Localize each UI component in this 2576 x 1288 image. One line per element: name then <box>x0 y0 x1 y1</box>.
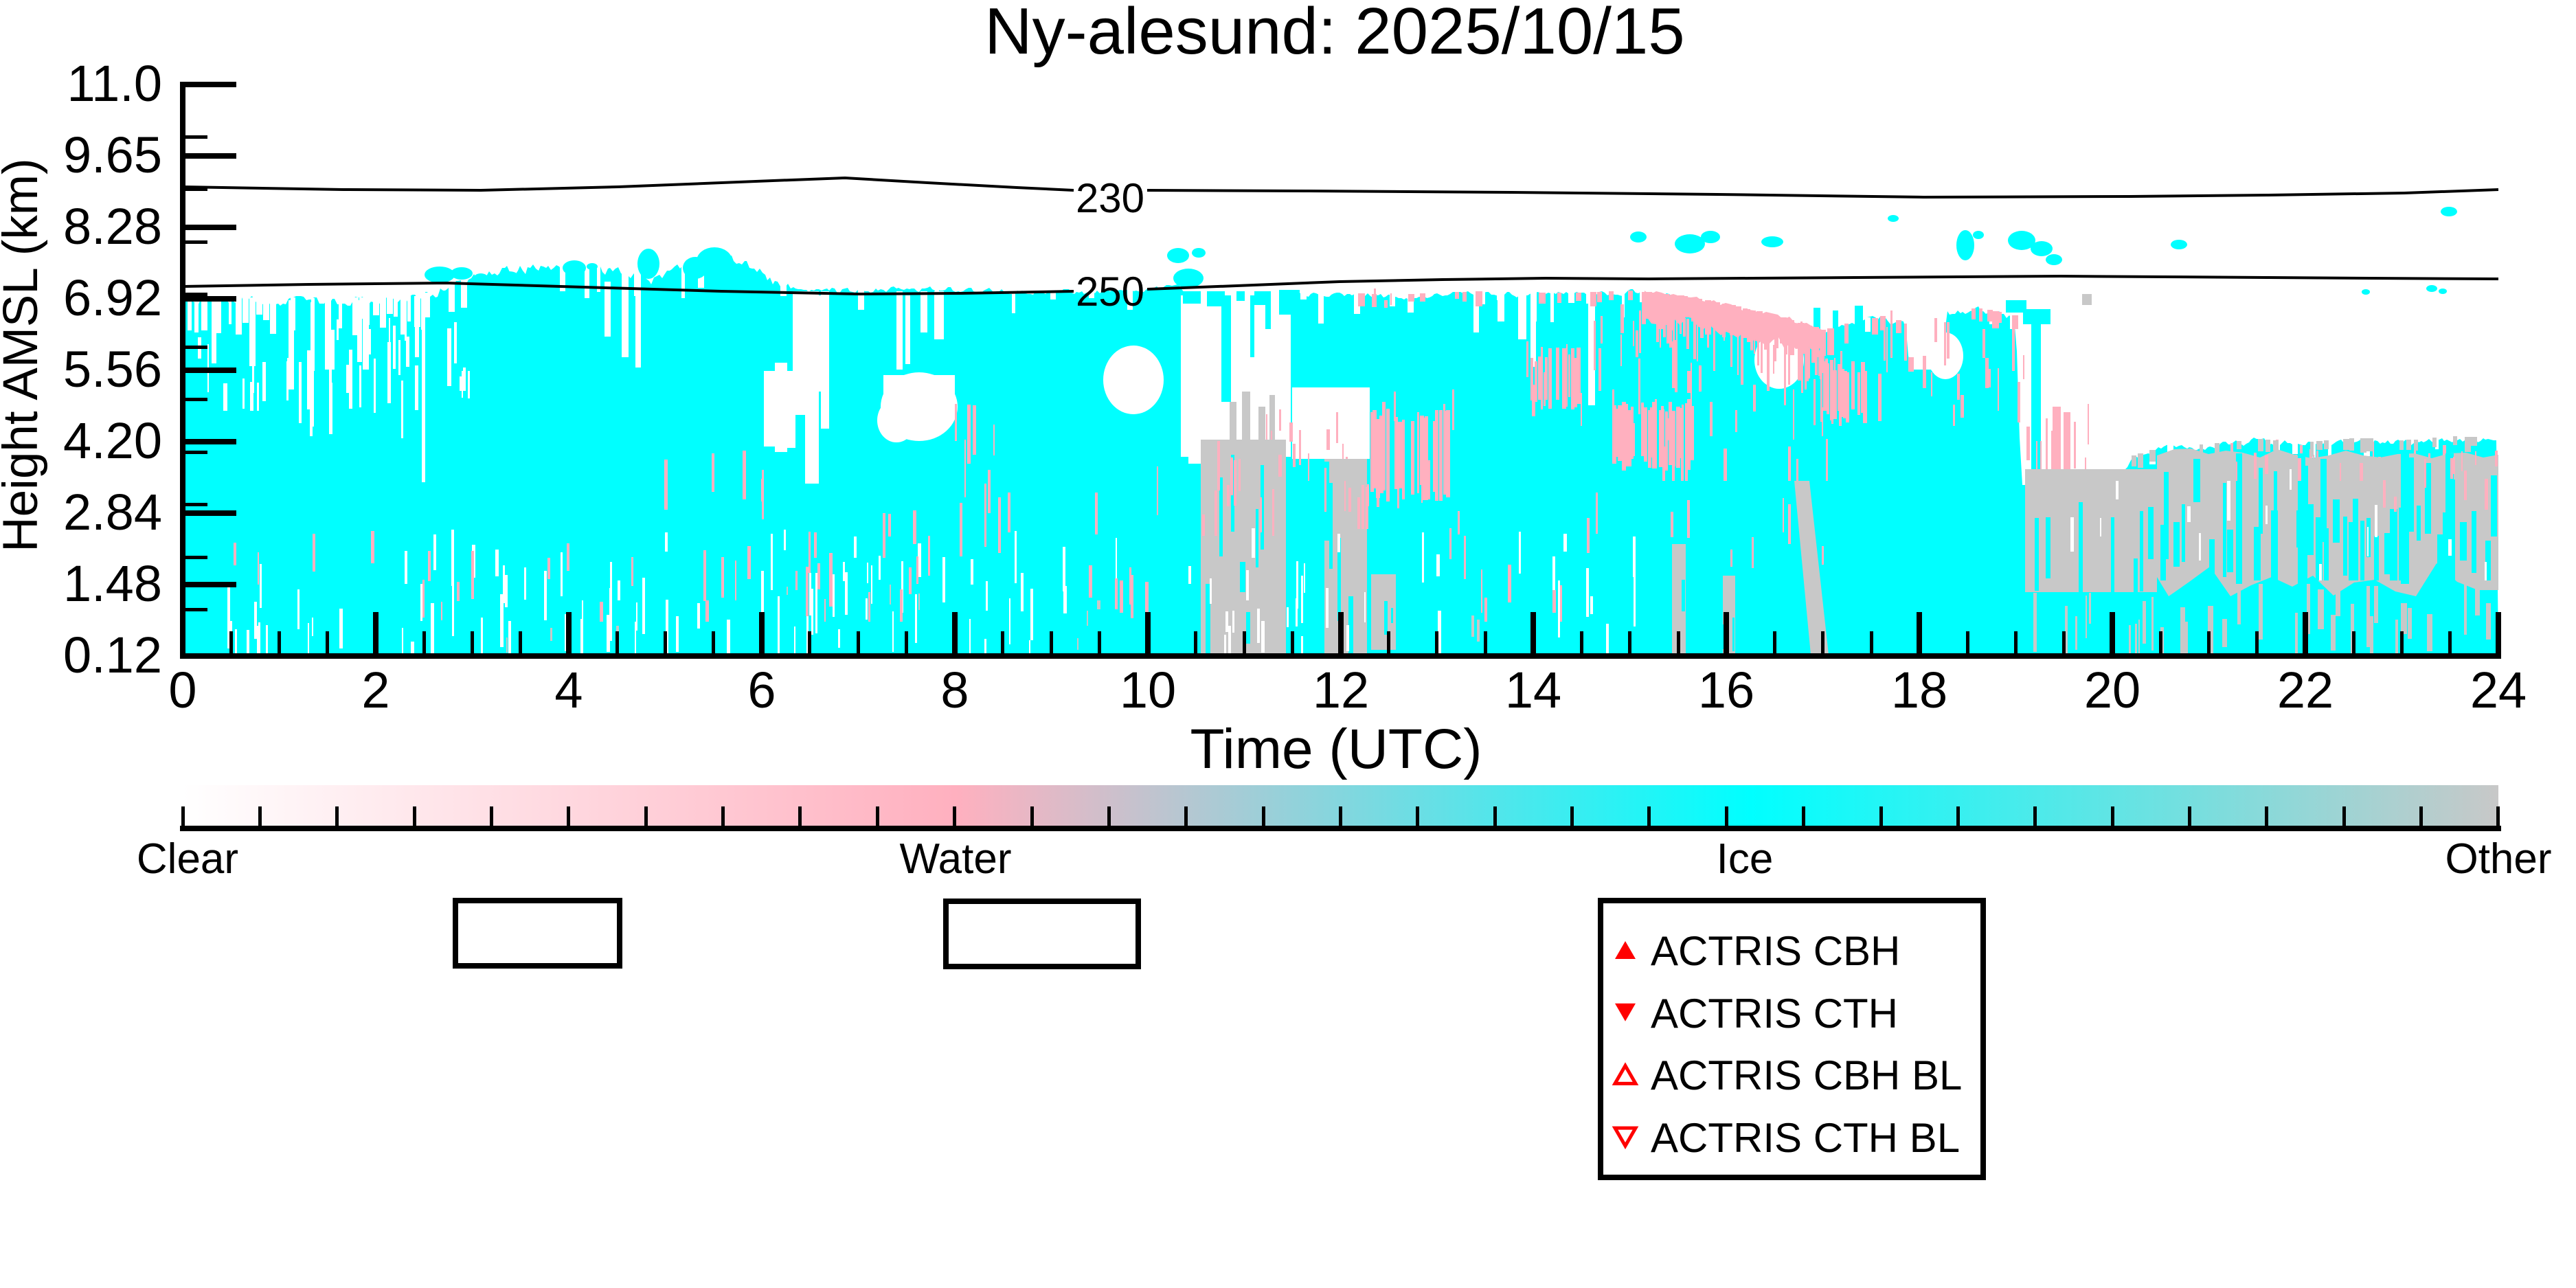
svg-text:Other: Other <box>2445 835 2551 883</box>
svg-text:20: 20 <box>2084 662 2140 719</box>
svg-text:1.48: 1.48 <box>63 555 162 612</box>
svg-text:4.20: 4.20 <box>63 412 162 469</box>
svg-text:Water: Water <box>899 835 1011 883</box>
svg-text:0: 0 <box>168 662 196 719</box>
svg-text:4: 4 <box>554 662 583 719</box>
svg-text:14: 14 <box>1505 662 1561 719</box>
svg-text:ACTRIS CTH: ACTRIS CTH <box>1651 991 1898 1037</box>
svg-text:Clear: Clear <box>137 835 238 883</box>
svg-text:Ny-alesund: 2025/10/15: Ny-alesund: 2025/10/15 <box>984 0 1684 68</box>
svg-text:24: 24 <box>2470 662 2527 719</box>
svg-text:11.0: 11.0 <box>67 55 162 112</box>
svg-text:250: 250 <box>1076 269 1144 315</box>
svg-text:8.28: 8.28 <box>63 198 162 255</box>
svg-text:Time (UTC): Time (UTC) <box>1190 718 1482 780</box>
svg-text:2.84: 2.84 <box>63 484 162 541</box>
svg-text:10: 10 <box>1120 662 1176 719</box>
svg-text:12: 12 <box>1313 662 1369 719</box>
svg-text:6: 6 <box>747 662 776 719</box>
svg-text:Height AMSL (km): Height AMSL (km) <box>0 158 48 552</box>
svg-text:22: 22 <box>2277 662 2334 719</box>
svg-text:Ice: Ice <box>1717 835 1774 883</box>
svg-text:6.92: 6.92 <box>63 269 162 326</box>
svg-text:2: 2 <box>361 662 389 719</box>
svg-text:16: 16 <box>1698 662 1754 719</box>
svg-text:8: 8 <box>940 662 969 719</box>
svg-text:230: 230 <box>1076 175 1144 221</box>
svg-text:ACTRIS CBH: ACTRIS CBH <box>1651 928 1900 974</box>
svg-text:0.12: 0.12 <box>63 626 162 683</box>
svg-text:9.65: 9.65 <box>63 126 162 183</box>
svg-text:18: 18 <box>1891 662 1947 719</box>
svg-text:ACTRIS CBH BL: ACTRIS CBH BL <box>1651 1052 1962 1098</box>
svg-text:5.56: 5.56 <box>63 341 162 398</box>
svg-text:ACTRIS CTH BL: ACTRIS CTH BL <box>1651 1115 1960 1161</box>
